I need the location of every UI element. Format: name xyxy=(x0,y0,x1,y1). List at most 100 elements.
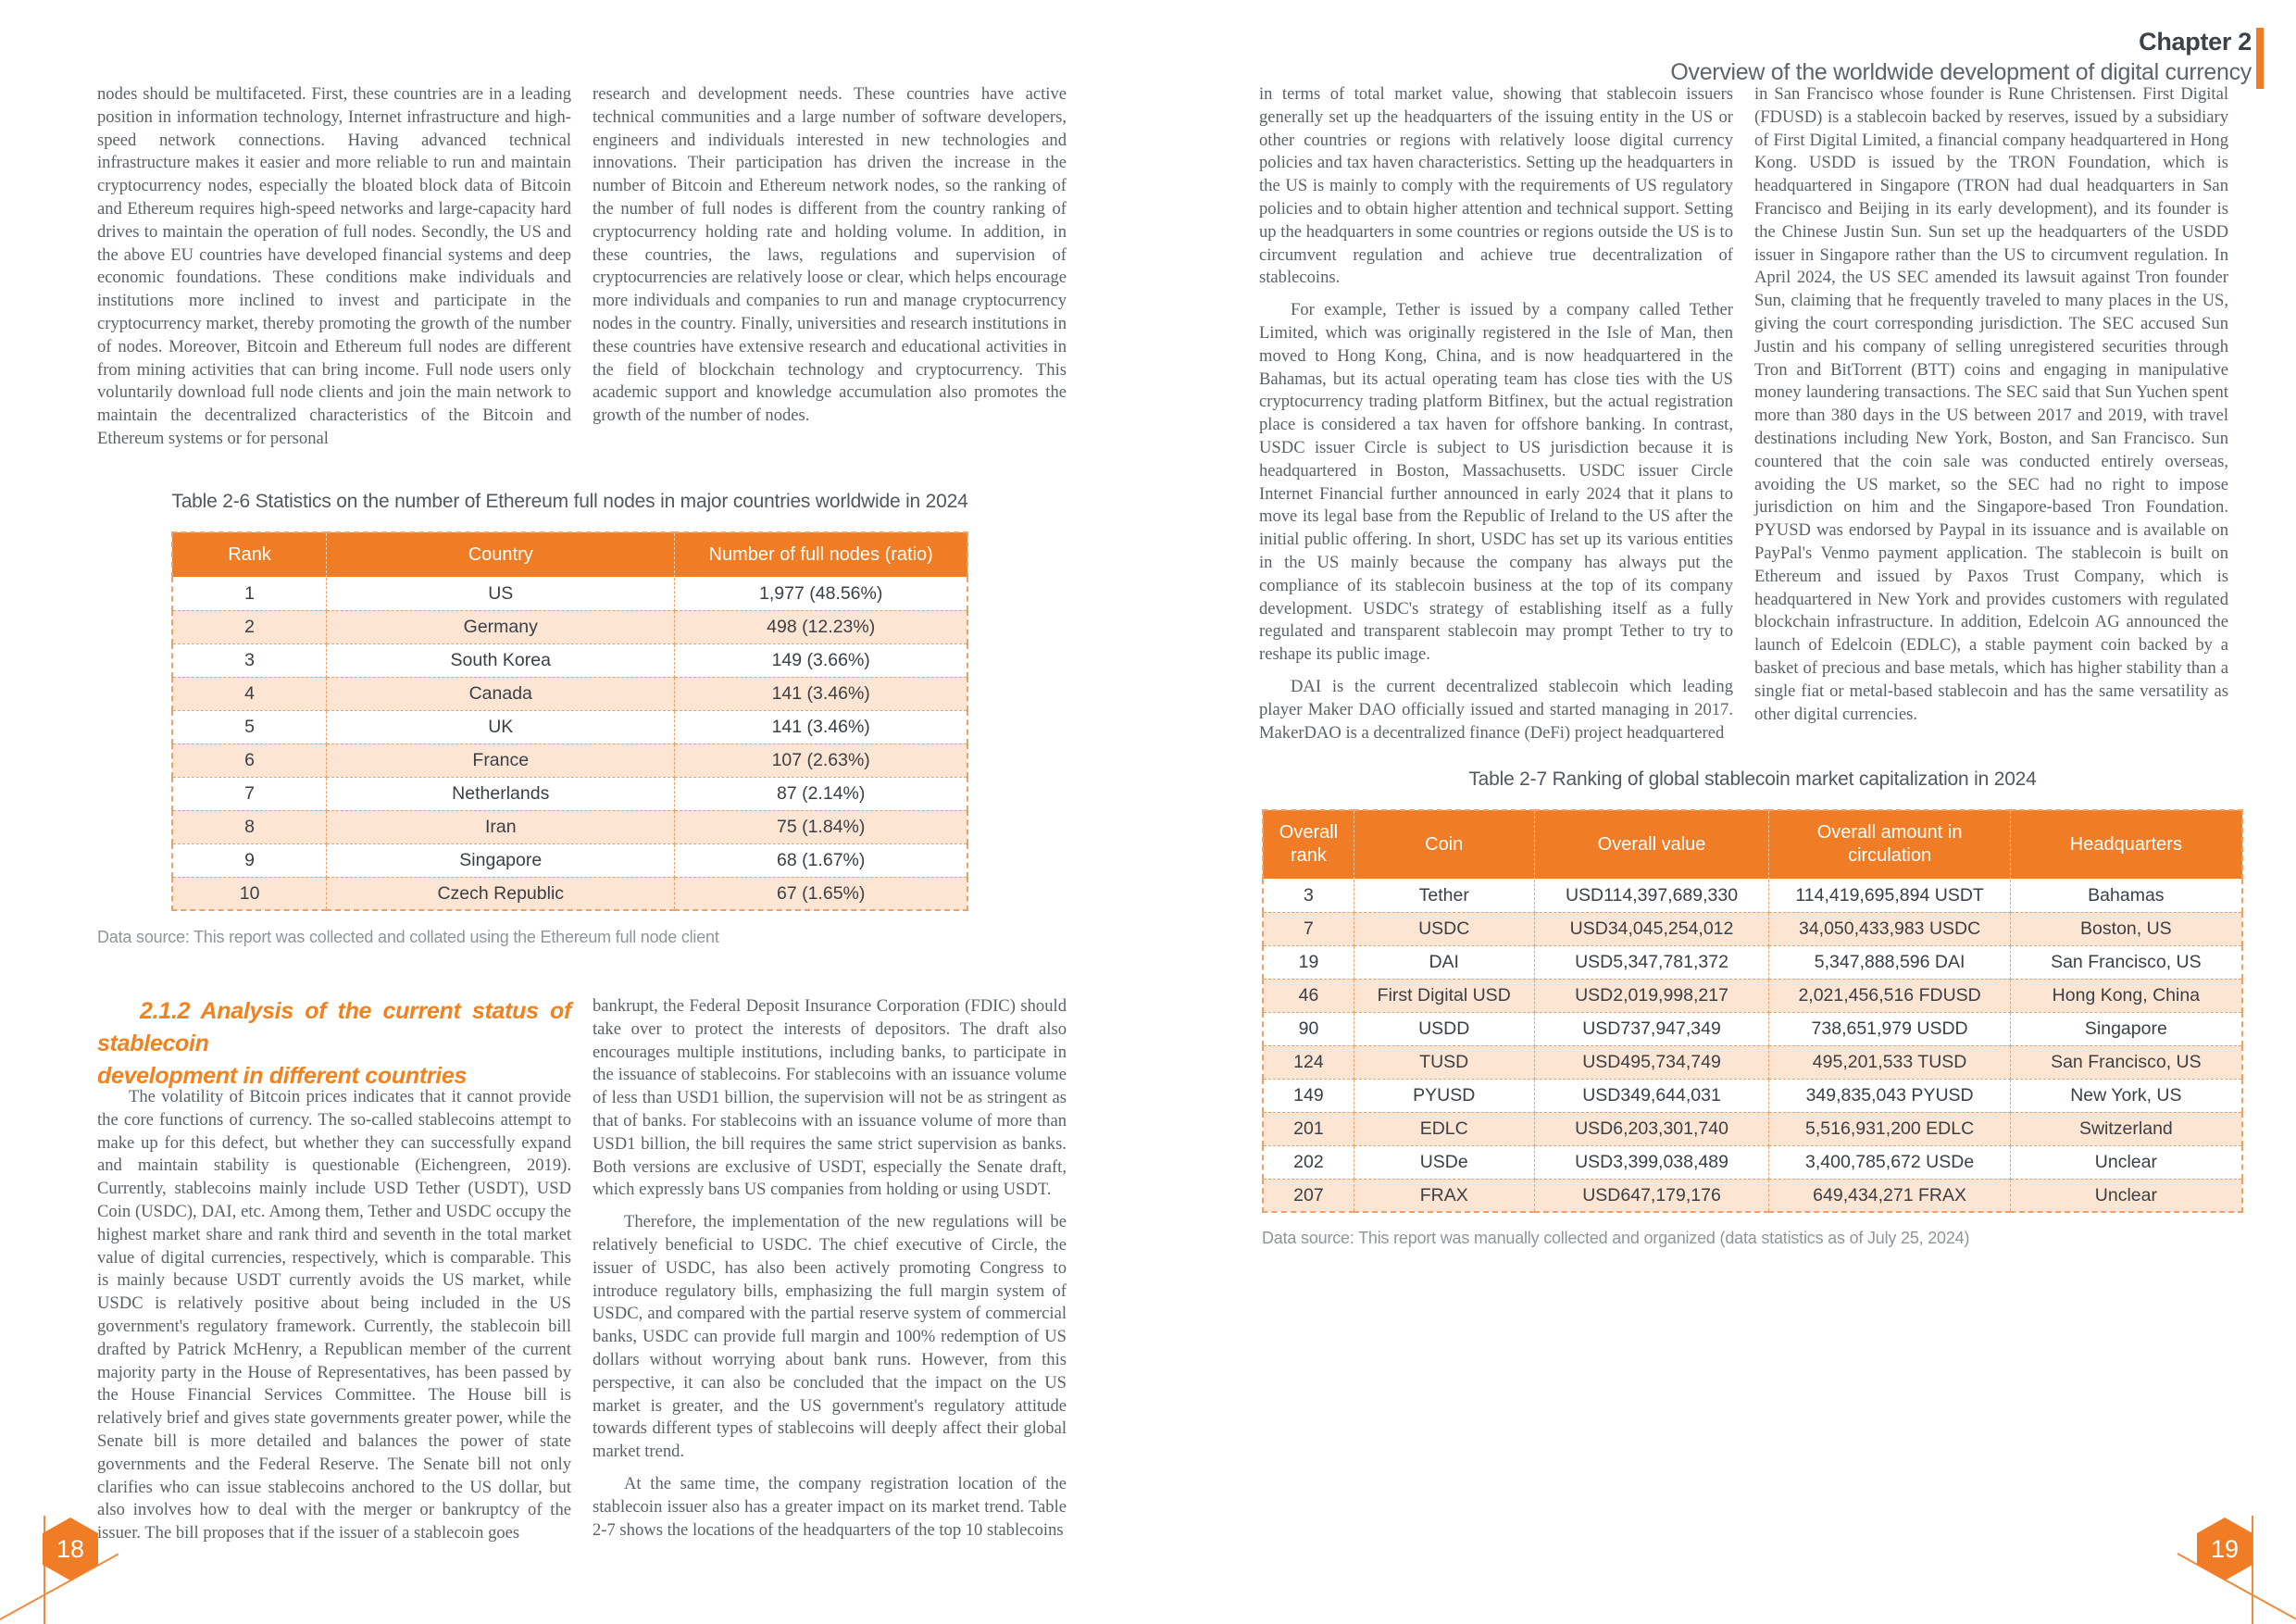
circulation-cell: 738,651,979 USDD xyxy=(1768,1011,2011,1046)
table-2-7-body: 3 Tether USD114,397,689,330 114,419,695,… xyxy=(1262,878,2243,1213)
rank-cell: 3 xyxy=(1262,878,1354,913)
paragraph: At the same time, the company registrati… xyxy=(593,1473,1067,1540)
table-row: 19 DAI USD5,347,781,372 5,347,888,596 DA… xyxy=(1262,944,2243,980)
headquarters-cell: Bahamas xyxy=(2009,878,2243,913)
country-cell: France xyxy=(326,743,676,778)
table-row: 4 Canada 141 (3.46%) xyxy=(171,676,968,711)
headquarters-cell: Switzerland xyxy=(2009,1111,2243,1146)
table-row: 202 USDe USD3,399,038,489 3,400,785,672 … xyxy=(1262,1144,2243,1180)
paragraph: in San Francisco whose founder is Rune C… xyxy=(1754,84,2228,724)
table-row: 5 UK 141 (3.46%) xyxy=(171,709,968,744)
column-header: Number of full nodes (ratio) xyxy=(674,531,968,578)
value-cell: 68 (1.67%) xyxy=(674,843,968,878)
headquarters-cell: Singapore xyxy=(2009,1011,2243,1046)
rank-cell: 124 xyxy=(1262,1044,1354,1080)
country-cell: Singapore xyxy=(326,843,676,878)
column-header: Country xyxy=(326,531,676,578)
chapter-title: Chapter 2 xyxy=(2139,28,2252,56)
value-cell: 75 (1.84%) xyxy=(674,809,968,844)
chapter-subtitle: Overview of the worldwide development of… xyxy=(1670,59,2252,85)
headquarters-cell: Boston, US xyxy=(2009,911,2243,946)
country-cell: Netherlands xyxy=(326,776,676,811)
rank-cell: 7 xyxy=(1262,911,1354,946)
table-row: 46 First Digital USD USD2,019,998,217 2,… xyxy=(1262,978,2243,1013)
page-number-badge-right: 19 xyxy=(2197,1518,2252,1580)
value-cell: 141 (3.46%) xyxy=(674,709,968,744)
page-number-badge-left: 18 xyxy=(43,1518,98,1580)
table-row: 7 USDC USD34,045,254,012 34,050,433,983 … xyxy=(1262,911,2243,946)
rank-cell: 3 xyxy=(171,643,328,678)
table-row: 124 TUSD USD495,734,749 495,201,533 TUSD… xyxy=(1262,1044,2243,1080)
column-header: Overall value xyxy=(1533,809,1770,880)
table-row: 90 USDD USD737,947,349 738,651,979 USDD … xyxy=(1262,1011,2243,1046)
coin-cell: TUSD xyxy=(1353,1044,1535,1080)
rank-cell: 201 xyxy=(1262,1111,1354,1146)
section-heading-2-1-2: 2.1.2 Analysis of the current status of … xyxy=(97,995,571,1093)
table-row: 3 South Korea 149 (3.66%) xyxy=(171,643,968,678)
rank-cell: 9 xyxy=(171,843,328,878)
country-cell: Iran xyxy=(326,809,676,844)
rank-cell: 5 xyxy=(171,709,328,744)
paragraph: The volatility of Bitcoin prices indicat… xyxy=(97,1087,571,1543)
table-row: 2 Germany 498 (12.23%) xyxy=(171,609,968,644)
section-heading-line2: development in different countries xyxy=(97,1063,468,1089)
value-cell: 149 (3.66%) xyxy=(674,643,968,678)
circulation-cell: 5,347,888,596 DAI xyxy=(1768,944,2011,980)
coin-cell: Tether xyxy=(1353,878,1535,913)
p18-column1-bottom: The volatility of Bitcoin prices indicat… xyxy=(97,1086,571,1545)
country-cell: Czech Republic xyxy=(326,876,676,911)
table-row: 3 Tether USD114,397,689,330 114,419,695,… xyxy=(1262,878,2243,913)
coin-cell: USDe xyxy=(1353,1144,1535,1180)
table-2-6-body: 1 US 1,977 (48.56%) 2 Germany 498 (12.23… xyxy=(171,576,968,911)
value-cell: USD3,399,038,489 xyxy=(1533,1144,1770,1180)
circulation-cell: 495,201,533 TUSD xyxy=(1768,1044,2011,1080)
circulation-cell: 349,835,043 PYUSD xyxy=(1768,1078,2011,1113)
rank-cell: 4 xyxy=(171,676,328,711)
value-cell: USD349,644,031 xyxy=(1533,1078,1770,1113)
p18-column2-bottom: bankrupt, the Federal Deposit Insurance … xyxy=(593,995,1067,1542)
headquarters-cell: Hong Kong, China xyxy=(2009,978,2243,1013)
value-cell: USD5,347,781,372 xyxy=(1533,944,1770,980)
table-row: 10 Czech Republic 67 (1.65%) xyxy=(171,876,968,911)
circulation-cell: 2,021,456,516 FDUSD xyxy=(1768,978,2011,1013)
coin-cell: USDC xyxy=(1353,911,1535,946)
column-header: Headquarters xyxy=(2009,809,2243,880)
chapter-header: Chapter 2 Overview of the worldwide deve… xyxy=(1670,26,2252,87)
table-row: 149 PYUSD USD349,644,031 349,835,043 PYU… xyxy=(1262,1078,2243,1113)
rank-cell: 1 xyxy=(171,576,328,611)
headquarters-cell: San Francisco, US xyxy=(2009,944,2243,980)
value-cell: 107 (2.63%) xyxy=(674,743,968,778)
column-header: Rank xyxy=(171,531,328,578)
value-cell: USD6,203,301,740 xyxy=(1533,1111,1770,1146)
value-cell: 1,977 (48.56%) xyxy=(674,576,968,611)
value-cell: USD114,397,689,330 xyxy=(1533,878,1770,913)
country-cell: South Korea xyxy=(326,643,676,678)
footer-vertical-line-right xyxy=(2252,1516,2253,1624)
table-2-7-caption: Table 2-7 Ranking of global stablecoin m… xyxy=(1468,768,2037,790)
rank-cell: 8 xyxy=(171,809,328,844)
table-2-7: Overall rank Coin Overall value Overall … xyxy=(1262,809,2243,1213)
paragraph: Therefore, the implementation of the new… xyxy=(593,1212,1067,1462)
value-cell: 498 (12.23%) xyxy=(674,609,968,644)
country-cell: Germany xyxy=(326,609,676,644)
page-number: 18 xyxy=(56,1534,85,1563)
headquarters-cell: New York, US xyxy=(2009,1078,2243,1113)
headquarters-cell: San Francisco, US xyxy=(2009,1044,2243,1080)
coin-cell: PYUSD xyxy=(1353,1078,1535,1113)
table-row: 1 US 1,977 (48.56%) xyxy=(171,576,968,611)
value-cell: USD34,045,254,012 xyxy=(1533,911,1770,946)
paragraph: bankrupt, the Federal Deposit Insurance … xyxy=(593,996,1067,1200)
rank-cell: 10 xyxy=(171,876,328,911)
rank-cell: 207 xyxy=(1262,1178,1354,1213)
value-cell: 87 (2.14%) xyxy=(674,776,968,811)
table-2-6-header: Rank Country Number of full nodes (ratio… xyxy=(171,531,968,578)
value-cell: USD737,947,349 xyxy=(1533,1011,1770,1046)
chapter-accent-bar xyxy=(2256,28,2264,89)
country-cell: Canada xyxy=(326,676,676,711)
section-heading-line1: 2.1.2 Analysis of the current status of … xyxy=(97,998,571,1056)
value-cell: USD2,019,998,217 xyxy=(1533,978,1770,1013)
coin-cell: First Digital USD xyxy=(1353,978,1535,1013)
table-row: 6 France 107 (2.63%) xyxy=(171,743,968,778)
rank-cell: 6 xyxy=(171,743,328,778)
rank-cell: 19 xyxy=(1262,944,1354,980)
